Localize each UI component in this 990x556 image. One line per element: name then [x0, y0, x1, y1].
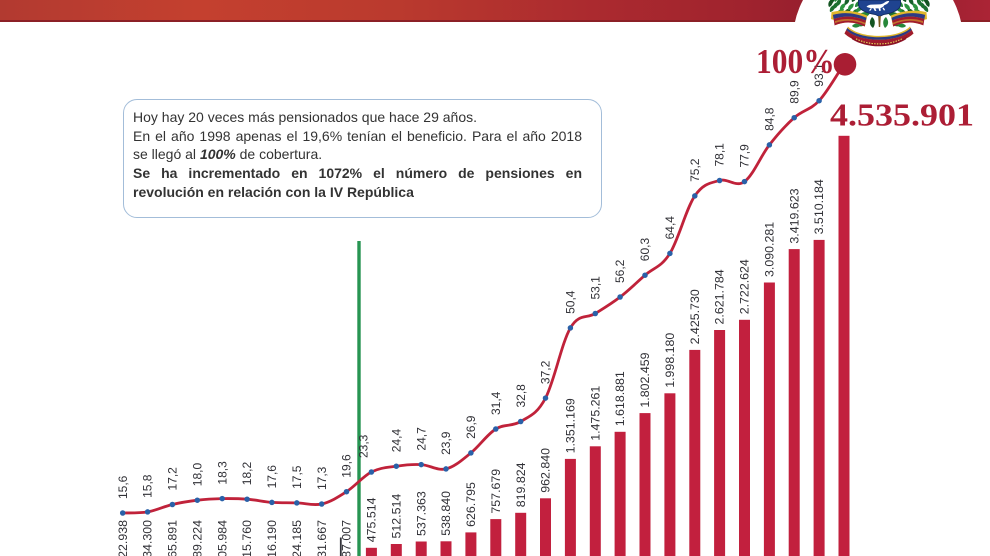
svg-text:78,1: 78,1 [713, 143, 727, 167]
svg-text:56,2: 56,2 [613, 259, 627, 283]
svg-text:23,9: 23,9 [439, 431, 453, 455]
svg-text:17,6: 17,6 [265, 465, 279, 489]
svg-text:1.351.169: 1.351.169 [564, 398, 578, 453]
svg-text:316.190: 316.190 [265, 520, 279, 556]
svg-text:387.007: 387.007 [340, 520, 354, 556]
svg-text:93,1: 93,1 [812, 63, 826, 87]
svg-text:75,2: 75,2 [688, 158, 702, 182]
svg-text:3.090.281: 3.090.281 [763, 222, 777, 277]
svg-text:2.425.730: 2.425.730 [688, 289, 702, 344]
svg-text:53,1: 53,1 [588, 276, 602, 300]
svg-text:122.938: 122.938 [116, 520, 130, 556]
svg-text:17,2: 17,2 [166, 467, 180, 491]
svg-text:31,4: 31,4 [489, 391, 503, 415]
svg-text:77,9: 77,9 [738, 144, 752, 168]
svg-text:60,3: 60,3 [638, 238, 652, 262]
svg-text:17,3: 17,3 [315, 466, 329, 490]
svg-text:15,8: 15,8 [141, 474, 155, 498]
svg-text:265.891: 265.891 [166, 520, 180, 556]
svg-text:18,2: 18,2 [240, 462, 254, 486]
svg-text:1.802.459: 1.802.459 [638, 352, 652, 407]
svg-text:2.722.624: 2.722.624 [738, 259, 752, 314]
svg-text:24,7: 24,7 [414, 427, 428, 451]
svg-text:19,6: 19,6 [340, 454, 354, 478]
svg-text:26,9: 26,9 [464, 415, 478, 439]
svg-text:305.984: 305.984 [215, 520, 229, 556]
svg-text:962.840: 962.840 [539, 448, 553, 493]
svg-text:18,0: 18,0 [190, 463, 204, 487]
svg-text:3.419.623: 3.419.623 [787, 188, 801, 243]
svg-text:1.618.881: 1.618.881 [613, 371, 627, 426]
svg-text:17,5: 17,5 [290, 465, 304, 489]
svg-text:64,4: 64,4 [663, 216, 677, 240]
svg-text:315.760: 315.760 [240, 520, 254, 556]
svg-text:50,4: 50,4 [564, 290, 578, 314]
svg-text:18,3: 18,3 [215, 461, 229, 485]
svg-text:538.840: 538.840 [439, 491, 453, 536]
svg-text:626.795: 626.795 [464, 482, 478, 527]
svg-text:537.363: 537.363 [414, 491, 428, 536]
svg-text:819.824: 819.824 [514, 462, 528, 507]
svg-text:1.998.180: 1.998.180 [663, 333, 677, 388]
svg-text:84,8: 84,8 [763, 107, 777, 131]
svg-text:3.510.184: 3.510.184 [812, 179, 826, 234]
svg-text:2.621.784: 2.621.784 [713, 269, 727, 324]
svg-text:324.185: 324.185 [290, 520, 304, 556]
svg-text:15,6: 15,6 [116, 475, 130, 499]
svg-text:757.679: 757.679 [489, 469, 503, 514]
svg-text:289.224: 289.224 [190, 520, 204, 556]
svg-text:512.514: 512.514 [389, 494, 403, 539]
svg-text:24,4: 24,4 [389, 429, 403, 453]
svg-text:331.667: 331.667 [315, 520, 329, 556]
svg-text:37,2: 37,2 [539, 360, 553, 384]
svg-text:32,8: 32,8 [514, 384, 528, 408]
svg-text:134.300: 134.300 [141, 520, 155, 556]
svg-text:475.514: 475.514 [365, 497, 379, 542]
svg-text:1.475.261: 1.475.261 [588, 386, 602, 441]
svg-text:89,9: 89,9 [787, 80, 801, 104]
svg-text:23,3: 23,3 [357, 434, 371, 458]
